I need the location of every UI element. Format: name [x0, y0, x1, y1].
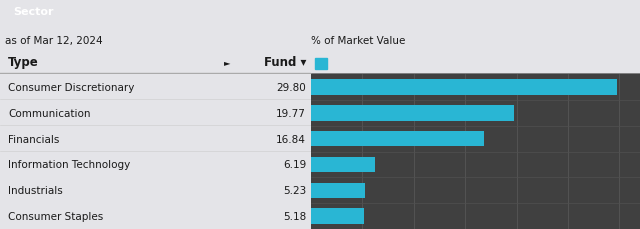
Bar [311, 183, 365, 198]
Bar [311, 208, 364, 224]
Text: 5.23: 5.23 [283, 185, 306, 195]
Text: Consumer Staples: Consumer Staples [8, 211, 103, 221]
Text: Information Technology: Information Technology [8, 160, 131, 170]
Text: 5.18: 5.18 [283, 211, 306, 221]
Text: Consumer Discretionary: Consumer Discretionary [8, 83, 134, 93]
Text: Sector: Sector [13, 7, 54, 17]
Text: 6.19: 6.19 [283, 160, 306, 170]
Bar [311, 106, 515, 121]
Text: Type: Type [8, 56, 39, 69]
Text: ►: ► [224, 58, 230, 67]
Bar [311, 131, 484, 147]
Text: 29.80: 29.80 [276, 83, 306, 93]
Text: 16.84: 16.84 [276, 134, 306, 144]
Text: Fund ▾: Fund ▾ [264, 56, 306, 69]
Bar [311, 80, 618, 95]
Text: as of Mar 12, 2024: as of Mar 12, 2024 [5, 36, 102, 46]
Text: Communication: Communication [8, 108, 90, 118]
Text: Financials: Financials [8, 134, 60, 144]
Text: 19.77: 19.77 [276, 108, 306, 118]
Bar [315, 58, 327, 69]
Bar [311, 157, 374, 172]
Text: % of Market Value: % of Market Value [311, 36, 405, 46]
Text: Industrials: Industrials [8, 185, 63, 195]
